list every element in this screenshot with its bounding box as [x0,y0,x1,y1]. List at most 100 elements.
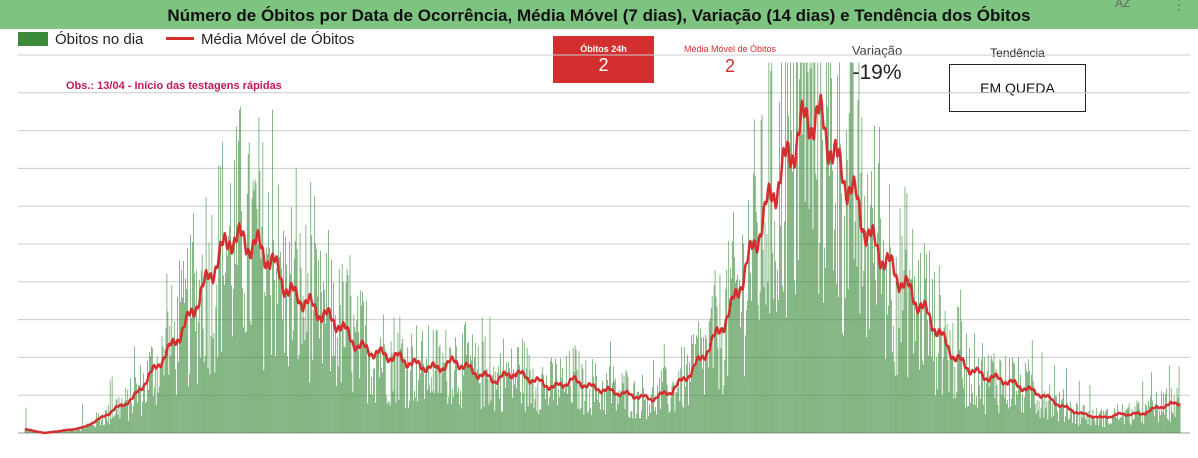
bar-daily-deaths [703,336,704,433]
bar-daily-deaths [631,410,633,433]
bar-daily-deaths [159,366,161,433]
bar-daily-deaths [981,359,982,433]
bar-daily-deaths [289,273,291,433]
bar-daily-deaths [567,386,569,433]
bar-daily-deaths [346,268,348,433]
more-options-icon[interactable]: ⋮ [1172,0,1186,12]
bar-daily-deaths [808,208,810,433]
bar-daily-deaths [318,259,319,433]
bar-daily-deaths [499,398,501,433]
bar-daily-deaths [300,267,302,433]
bar-daily-deaths [392,391,394,433]
bar-daily-deaths [1064,421,1065,433]
bar-daily-deaths [469,365,470,433]
bar-daily-deaths [413,400,414,433]
bar-daily-deaths [1048,400,1050,433]
bar-daily-deaths [134,346,135,433]
bar-daily-deaths [505,387,506,433]
bar-daily-deaths [543,375,545,433]
bar-daily-deaths [1127,407,1129,433]
bar-daily-deaths [230,183,231,433]
bar-daily-deaths [677,387,679,433]
bar-daily-deaths [831,78,832,434]
bar-daily-deaths [598,387,599,433]
bar-daily-deaths [712,368,714,433]
bar-daily-deaths [482,341,484,433]
bar-daily-deaths [223,275,224,433]
bar-daily-deaths [1012,357,1013,433]
bar-daily-deaths [754,176,756,434]
bar-daily-deaths [317,296,318,433]
bar-daily-deaths [1080,410,1082,433]
bar-daily-deaths [1088,411,1090,433]
bar-daily-deaths [683,407,685,433]
bar-daily-deaths [821,109,823,433]
bar-daily-deaths [287,356,288,433]
sort-icon[interactable]: AZ [1115,0,1131,10]
bar-daily-deaths [792,171,793,433]
bar-daily-deaths [231,285,232,433]
bar-daily-deaths [1042,393,1044,433]
bar-daily-deaths [724,359,726,433]
bar-daily-deaths [588,410,590,433]
bar-daily-deaths [280,251,281,433]
bar-daily-deaths [257,245,259,433]
bar-daily-deaths [662,367,664,433]
bar-daily-deaths [766,234,768,433]
bar-daily-deaths [1140,415,1142,433]
bar-daily-deaths [950,357,952,433]
bar-daily-deaths [450,348,452,433]
bar-daily-deaths [1096,407,1098,433]
bar-daily-deaths [1106,409,1107,433]
bar-daily-deaths [882,264,883,433]
bar-daily-deaths [621,373,623,433]
bar-daily-deaths [76,429,78,433]
bar-daily-deaths [101,420,102,433]
bar-daily-deaths [157,392,159,433]
bar-daily-deaths [549,397,550,433]
bar-daily-deaths [496,389,498,433]
bar-daily-deaths [275,355,276,433]
scorecard-variacao: Variação -19% [836,43,918,85]
bar-daily-deaths [601,392,602,433]
bar-daily-deaths [872,208,873,433]
bar-daily-deaths [473,357,475,433]
bar-daily-deaths [841,193,842,433]
bar-daily-deaths [856,266,858,433]
bar-daily-deaths [95,427,96,433]
bar-daily-deaths [689,362,690,433]
bar-daily-deaths [440,392,442,433]
bar-daily-deaths [855,193,857,433]
bar-daily-deaths [743,243,744,433]
bar-daily-deaths [749,252,750,433]
bar-daily-deaths [436,329,438,433]
bar-daily-deaths [718,389,720,433]
bar-daily-deaths [742,234,743,433]
bar-daily-deaths [736,279,737,433]
bar-daily-deaths [383,344,385,433]
bar-daily-deaths [682,405,684,433]
bar-daily-deaths [746,310,747,433]
bar-daily-deaths [771,62,773,434]
bar-daily-deaths [331,259,332,433]
bar-daily-deaths [917,311,918,433]
bar-daily-deaths [131,402,132,433]
bar-daily-deaths [417,401,418,433]
bar-daily-deaths [618,389,620,433]
bar-daily-deaths [94,425,95,433]
bar-daily-deaths [570,401,572,433]
bar-daily-deaths [626,372,628,433]
bar-daily-deaths [572,348,574,433]
bar-daily-deaths [751,240,753,433]
bar-daily-deaths [203,362,205,433]
bar-daily-deaths [1027,372,1028,433]
bar-daily-deaths [140,365,141,433]
bar-daily-deaths [75,431,77,433]
bar-daily-deaths [269,247,270,433]
bar-daily-deaths [517,346,518,433]
bar-daily-deaths [805,62,807,434]
bar-daily-deaths [349,255,351,433]
bar-daily-deaths [562,367,563,433]
bar-daily-deaths [1109,424,1110,433]
bar-daily-deaths [992,362,994,433]
